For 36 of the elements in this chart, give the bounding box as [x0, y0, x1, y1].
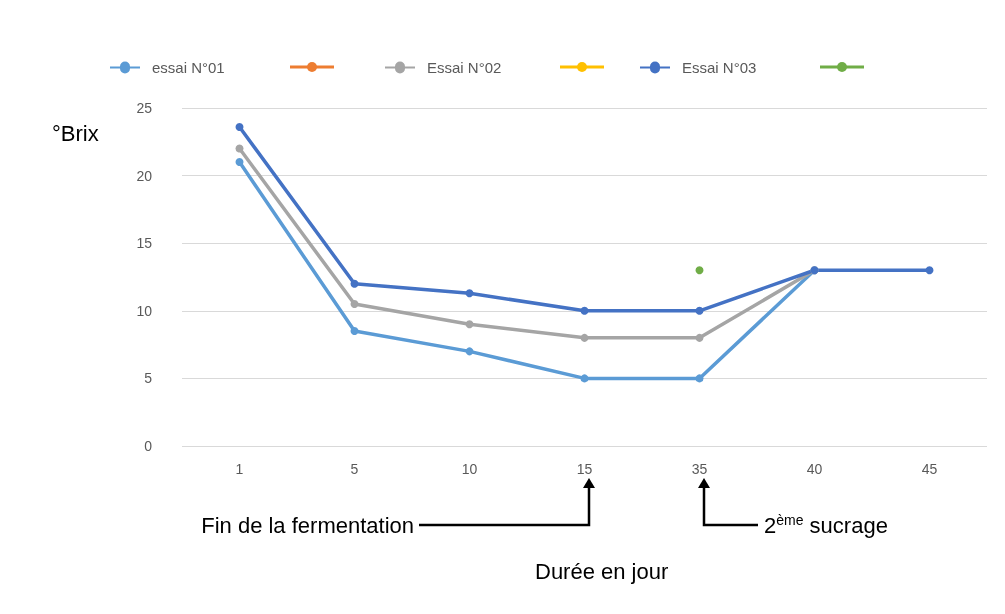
y-tick-label: 5	[144, 370, 153, 387]
point	[695, 333, 704, 342]
point	[925, 266, 934, 275]
point	[235, 122, 244, 131]
y-axis-title: °Brix	[52, 120, 99, 146]
point	[580, 333, 589, 342]
point	[695, 374, 704, 383]
x-tick-label: 1	[235, 461, 244, 477]
legend-label: Essai N°03	[682, 59, 757, 76]
point	[695, 306, 704, 315]
y-tick-label: 25	[136, 100, 153, 116]
x-tick-label: 15	[576, 461, 593, 477]
text: Fin de la fermentation	[201, 513, 414, 538]
x-tick-label: 45	[921, 461, 938, 477]
point	[350, 279, 359, 288]
x-axis-title: Durée en jour	[535, 558, 669, 584]
legend-label: Essai N°02	[427, 59, 502, 76]
y-tick-label: 15	[136, 235, 153, 252]
x-tick-label: 10	[461, 461, 478, 477]
x-tick-label: 5	[350, 461, 359, 477]
legend-label: essai N°01	[152, 59, 225, 76]
point	[465, 347, 474, 356]
point	[350, 327, 359, 336]
point	[580, 306, 589, 315]
point	[465, 320, 474, 329]
y-tick-label: 20	[136, 167, 153, 184]
point	[235, 158, 244, 167]
point	[235, 144, 244, 153]
y-tick-label: 0	[144, 438, 153, 454]
x-tick-label: 40	[806, 461, 823, 477]
y-tick-label: 10	[136, 302, 153, 319]
point	[580, 374, 589, 383]
text: 2$^{ème}$ sucrage	[764, 512, 888, 538]
point	[350, 300, 359, 309]
point	[465, 289, 474, 298]
x-tick-label: 35	[691, 461, 708, 477]
